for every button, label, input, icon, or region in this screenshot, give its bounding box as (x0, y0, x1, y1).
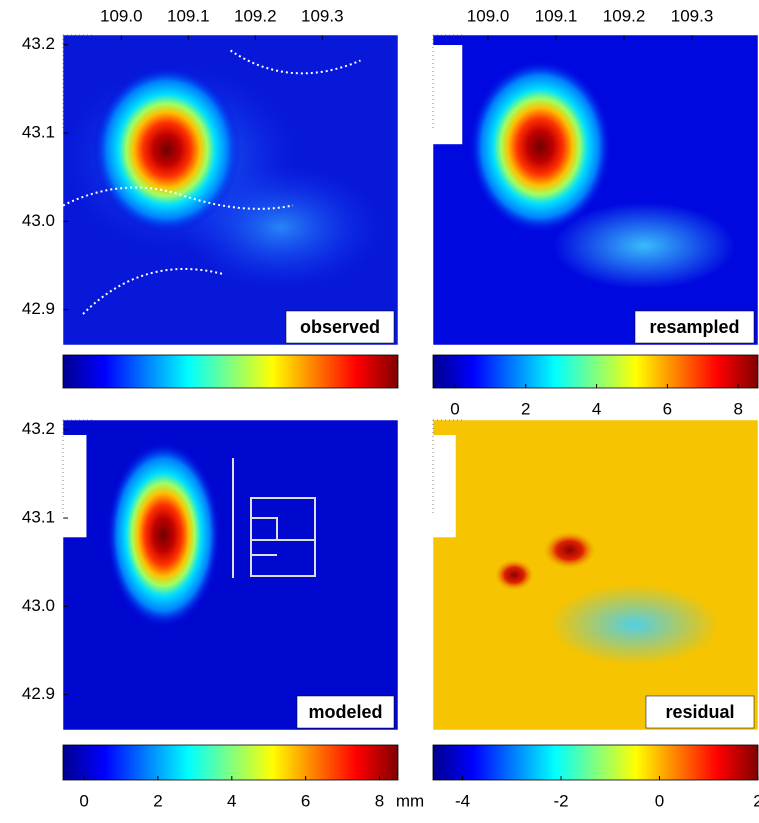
y-tick-label: 42.9 (22, 684, 55, 703)
y-tick-label: 43.1 (22, 508, 55, 527)
panel-label: residual (665, 702, 734, 722)
colorbar (433, 745, 758, 780)
x-tick-label: 109.3 (671, 6, 714, 25)
cloud (550, 584, 719, 665)
x-tick-label: 109.1 (535, 6, 578, 25)
colorbar-unit: mm (396, 791, 424, 810)
deformation (93, 66, 240, 233)
colorbar-tick-label: -2 (553, 791, 568, 810)
colorbar-tick-label: 6 (663, 399, 672, 418)
colorbar-tick-label: 0 (79, 791, 88, 810)
y-tick-label: 43.0 (22, 211, 55, 230)
colorbar-tick-label: -4 (455, 791, 470, 810)
deformation (469, 60, 612, 234)
residual-spot (495, 560, 534, 591)
x-tick-label: 109.2 (234, 6, 277, 25)
panel-label: observed (300, 317, 380, 337)
colorbar-tick-label: 6 (301, 791, 310, 810)
x-tick-label: 109.0 (100, 6, 143, 25)
colorbar-tick-label: 4 (227, 791, 236, 810)
x-tick-label: 109.2 (603, 6, 646, 25)
colorbar (63, 355, 398, 388)
colorbar-tick-label: 8 (733, 399, 742, 418)
colorbar-tick-label: 2 (521, 399, 530, 418)
no-data (433, 45, 462, 144)
no-data (433, 435, 456, 537)
y-tick-label: 43.2 (22, 419, 55, 438)
colorbar-tick-label: 0 (450, 399, 459, 418)
residual-spot (544, 532, 596, 569)
panel-label: resampled (649, 317, 739, 337)
colorbar-tick-label: 4 (592, 399, 601, 418)
panel-label: modeled (308, 702, 382, 722)
x-tick-label: 109.3 (301, 6, 344, 25)
no-data (63, 435, 86, 537)
colorbar-tick-label: 0 (655, 791, 664, 810)
figure: 109.0 109.1 109.2 109.3 42.9 43.0 43.1 43.2 obse… (0, 0, 759, 818)
colorbar-tick-label: 8 (375, 791, 384, 810)
colorbar-tick-label: 2 (753, 791, 759, 810)
y-tick-label: 43.2 (22, 34, 55, 53)
y-tick-label: 43.1 (22, 123, 55, 142)
colorbar (63, 745, 398, 780)
y-tick-label: 43.0 (22, 596, 55, 615)
map-bg (433, 420, 758, 730)
colorbar-tick-label: 2 (153, 791, 162, 810)
x-tick-label: 109.0 (467, 6, 510, 25)
y-tick-label: 42.9 (22, 299, 55, 318)
x-tick-label: 109.1 (167, 6, 210, 25)
deformation (107, 442, 221, 628)
colorbar (433, 355, 758, 388)
